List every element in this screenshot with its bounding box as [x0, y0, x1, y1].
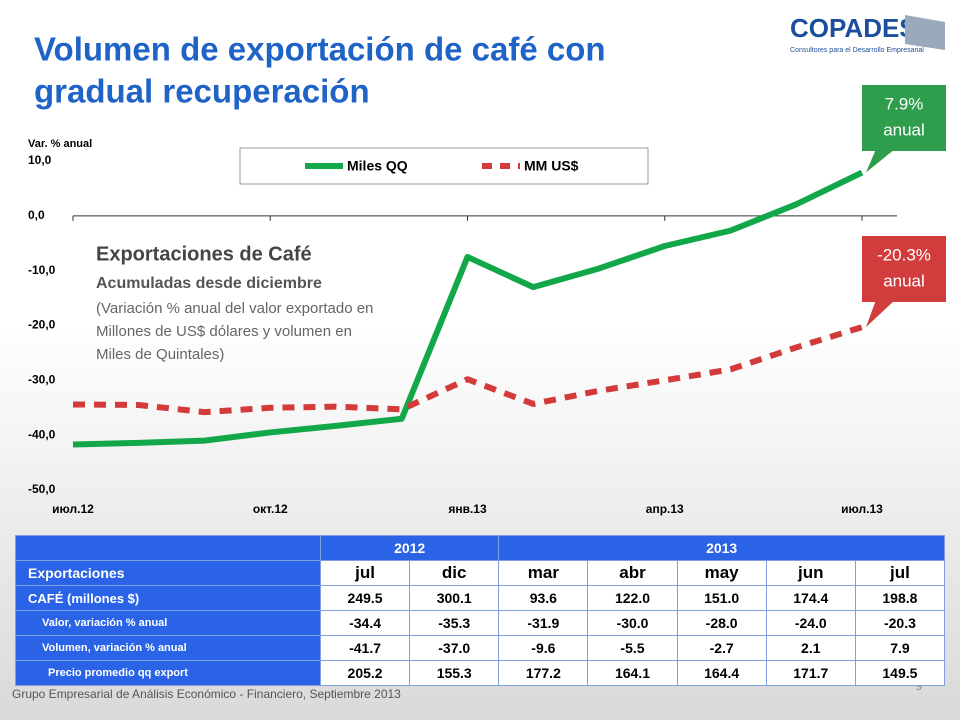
legend-label: Miles QQ — [347, 158, 408, 174]
table-cell: jun — [765, 560, 856, 586]
legend-label: MM US$ — [524, 158, 579, 174]
annotation-note: Millones de US$ dólares y volumen en — [96, 323, 352, 340]
table-cell: -5.5 — [587, 635, 678, 661]
table-cell: -30.0 — [587, 610, 678, 636]
table-cell: -37.0 — [409, 635, 500, 661]
callout-box — [862, 236, 946, 302]
title: Volumen de exportación de café con — [34, 31, 606, 68]
table-cell: 2012 — [319, 535, 500, 561]
table-cell: -31.9 — [498, 610, 589, 636]
table-cell: mar — [498, 560, 589, 586]
y-tick-label: 10,0 — [28, 153, 52, 167]
table-cell: -9.6 — [498, 635, 589, 661]
y-axis-label: Var. % anual — [28, 138, 92, 150]
table-cell: -34.4 — [319, 610, 411, 636]
annotation-note: (Variación % anual del valor exportado e… — [96, 300, 373, 317]
table-cell: 171.7 — [765, 660, 856, 686]
table-cell: 149.5 — [854, 660, 946, 686]
table-cell: 122.0 — [587, 585, 678, 611]
table-cell: may — [676, 560, 767, 586]
callout-pointer — [866, 149, 895, 173]
table-cell: 2013 — [498, 535, 945, 561]
table-cell: 249.5 — [319, 585, 411, 611]
table-cell: 7.9 — [854, 635, 946, 661]
callout-text: -20.3% — [877, 245, 931, 264]
table-row: CAFÉ (millones $) 249.5 300.1 93.6 122.0 151.… — [15, 585, 946, 611]
y-tick-label: -10,0 — [28, 263, 56, 277]
table-cell: CAFÉ (millones $) — [15, 585, 321, 611]
y-tick-label: -40,0 — [28, 427, 56, 441]
table-row: 2012 2013 — [15, 535, 945, 561]
table-cell: 155.3 — [409, 660, 500, 686]
y-tick-label: -30,0 — [28, 373, 56, 387]
x-tick-label: июл.13 — [841, 502, 883, 516]
table-cell: 2.1 — [765, 635, 856, 661]
table-cell: 151.0 — [676, 585, 767, 611]
table-cell: jul — [854, 560, 946, 586]
table-cell: 205.2 — [319, 660, 411, 686]
y-tick-label: -50,0 — [28, 482, 56, 496]
x-tick-label: окт.12 — [253, 502, 288, 516]
table-cell: 300.1 — [409, 585, 500, 611]
table-cell: dic — [409, 560, 500, 586]
table-cell: jul — [319, 560, 411, 586]
table-cell: -28.0 — [676, 610, 767, 636]
table-cell: -41.7 — [319, 635, 411, 661]
series-line — [72, 169, 864, 448]
table-cell: 164.4 — [676, 660, 767, 686]
data-table: 2012 2013 Exportaciones jul dic mar abr may jun j… — [15, 535, 946, 686]
table-cell: abr — [587, 560, 678, 586]
y-tick-label: 0,0 — [28, 208, 45, 222]
callout-text: 7.9% — [885, 94, 924, 113]
table-cell: Precio promedio qq export — [15, 660, 321, 686]
table-row: Volumen, variación % anual -41.7 -37.0 -9.6… — [15, 635, 946, 661]
annotation-heading: Exportaciones de Café — [96, 243, 312, 265]
x-tick-label: июл.12 — [52, 502, 94, 516]
callout-box — [862, 85, 946, 151]
table-cell: -24.0 — [765, 610, 856, 636]
logo-icon — [905, 15, 945, 50]
legend — [239, 147, 649, 185]
callout-pointer — [866, 300, 895, 328]
table-cell: Valor, variación % anual — [15, 610, 321, 636]
table-cell: -20.3 — [854, 610, 946, 636]
table-cell: -2.7 — [676, 635, 767, 661]
y-tick-label: -20,0 — [28, 318, 56, 332]
table-row: Exportaciones jul dic mar abr may jun jul — [15, 560, 946, 586]
table-cell: 164.1 — [587, 660, 678, 686]
table-cell: 177.2 — [498, 660, 589, 686]
logo-tagline: Consultores para el Desarrollo Empresari… — [790, 47, 924, 54]
table-row: Valor, variación % anual -34.4 -35.3 -31.9-… — [15, 610, 946, 636]
table-cell: Exportaciones — [15, 560, 321, 586]
page-number: 9 — [916, 681, 922, 693]
logo: COPADES — [790, 13, 917, 43]
table-cell: 174.4 — [765, 585, 856, 611]
footer: Grupo Empresarial de Análisis Económico … — [12, 687, 401, 701]
table-row: Precio promedio qq export 205.2 155.3 177.2… — [15, 660, 946, 686]
table-cell: 93.6 — [498, 585, 589, 611]
table-cell: Volumen, variación % anual — [15, 635, 321, 661]
table-cell — [15, 535, 321, 561]
annotation-subheading: Acumuladas desde diciembre — [96, 275, 322, 292]
series-line — [72, 324, 863, 416]
x-tick-label: апр.13 — [646, 502, 684, 516]
x-tick-label: янв.13 — [448, 502, 487, 516]
callout-text: anual — [883, 120, 925, 139]
table-cell: -35.3 — [409, 610, 500, 636]
table-cell: 198.8 — [854, 585, 946, 611]
title: gradual recuperación — [34, 73, 370, 110]
callout-text: anual — [883, 271, 925, 290]
annotation-note: Miles de Quintales) — [96, 346, 224, 363]
